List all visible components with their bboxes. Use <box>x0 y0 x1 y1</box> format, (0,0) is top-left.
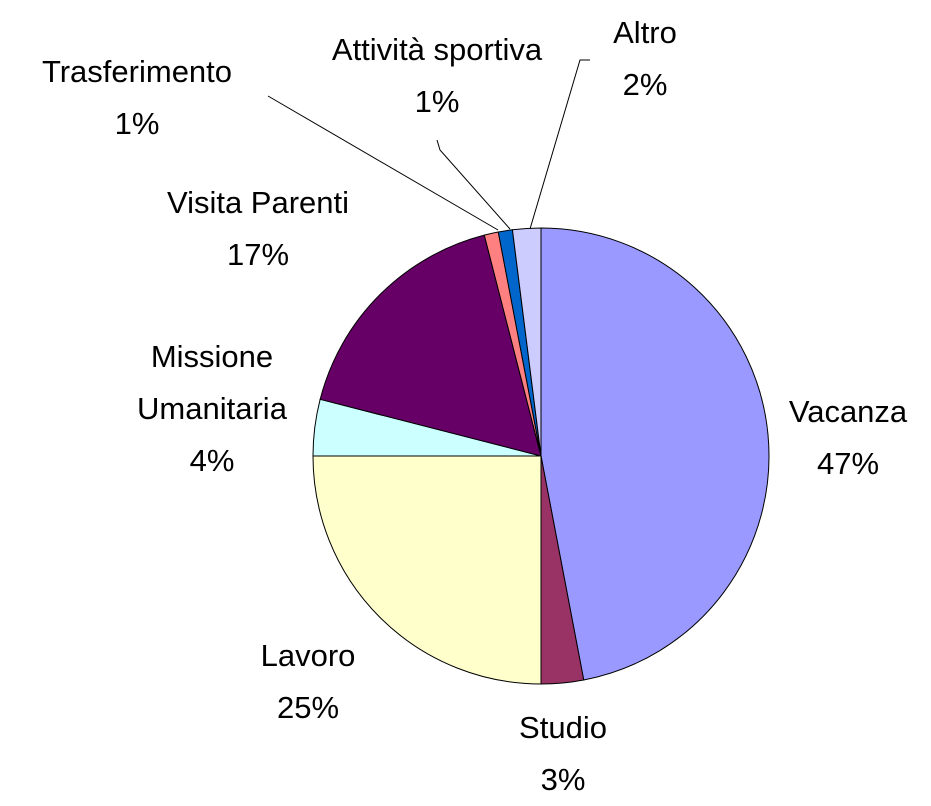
slice-value: 47% <box>816 446 880 481</box>
slice-value: 2% <box>622 67 668 102</box>
slice-value: 3% <box>540 762 586 797</box>
slice-label: Lavoro 25% <box>208 630 408 734</box>
leader-line <box>436 139 511 230</box>
slice-name: Attività sportiva <box>331 32 543 67</box>
slice-label: Trasferimento 1% <box>0 46 277 150</box>
pie-slice <box>511 227 542 457</box>
leader-line <box>529 59 590 230</box>
slice-value: 1% <box>414 84 460 119</box>
pie <box>312 227 770 685</box>
pie-slice <box>319 234 542 457</box>
slice-value: 4% <box>189 443 235 478</box>
slice-label: Vacanza 47% <box>748 386 931 490</box>
slice-name: Trasferimento <box>41 54 233 89</box>
pie-slice <box>540 227 770 681</box>
slice-name: Altro <box>613 15 677 50</box>
slice-name: Vacanza <box>788 394 908 429</box>
slice-label: Missione Umanitaria 4% <box>112 331 312 487</box>
slice-value: 25% <box>276 690 340 725</box>
slice-value: 17% <box>226 237 290 272</box>
slice-value: 1% <box>114 106 160 141</box>
slice-name: Visita Parenti <box>166 185 350 220</box>
leader-line <box>267 95 499 231</box>
slice-label: Altro 2% <box>565 7 725 111</box>
slice-name: Lavoro <box>260 638 356 673</box>
slice-label: Studio 3% <box>463 702 663 806</box>
slice-name: Missione Umanitaria <box>137 339 287 426</box>
slice-name: Studio <box>519 710 607 745</box>
slice-label: Visita Parenti 17% <box>108 177 408 281</box>
pie-slice <box>312 455 542 685</box>
slice-label: Attività sportiva 1% <box>277 24 597 128</box>
leader-lines <box>267 59 590 231</box>
